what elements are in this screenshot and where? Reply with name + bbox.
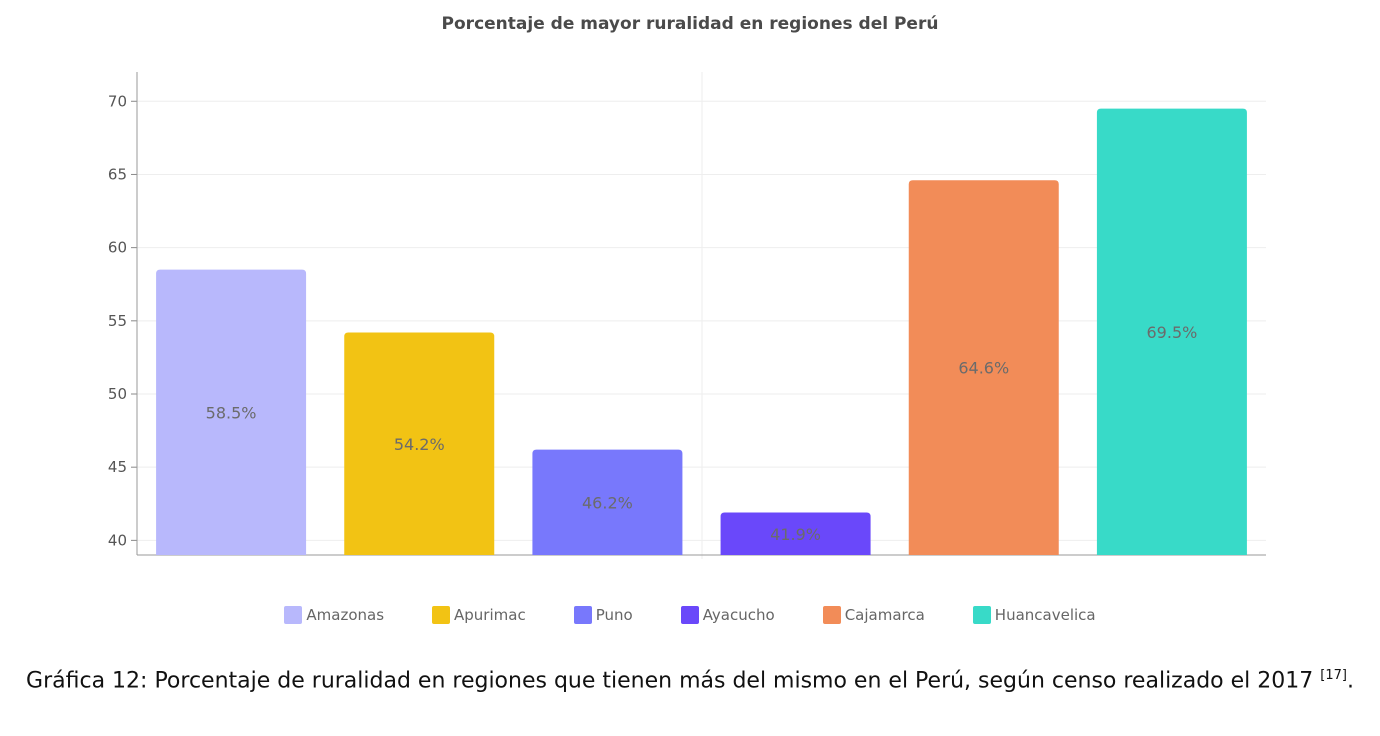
legend: Amazonas Apurimac Puno Ayacucho Cajamarca Hua… — [0, 606, 1380, 624]
legend-swatch — [284, 606, 303, 624]
legend-item-apurimac[interactable]: Apurimac — [432, 606, 526, 624]
legend-item-amazonas[interactable]: Amazonas — [284, 606, 384, 624]
caption-text: Gráfica 12: Porcentaje de ruralidad en r… — [26, 668, 1314, 694]
y-tick-label: 45 — [108, 458, 127, 476]
y-tick-label: 70 — [108, 92, 127, 110]
gridlines — [131, 72, 1266, 559]
legend-label: Puno — [595, 606, 633, 624]
legend-label: Apurimac — [454, 606, 526, 624]
legend-item-huancavelica[interactable]: Huancavelica — [972, 606, 1096, 624]
legend-swatch — [822, 606, 841, 624]
y-tick-labels: 40 45 50 55 60 65 70 — [108, 92, 127, 549]
figure-caption: Gráfica 12: Porcentaje de ruralidad en r… — [0, 660, 1380, 697]
legend-label: Amazonas — [306, 606, 385, 624]
legend-label: Ayacucho — [702, 606, 775, 624]
bar-apurimac[interactable] — [344, 332, 495, 555]
legend-label: Huancavelica — [994, 606, 1096, 624]
data-label: 69.5% — [1147, 323, 1198, 342]
bar-amazonas[interactable] — [156, 269, 307, 555]
bar-puno[interactable] — [532, 449, 683, 555]
caption-end: . — [1346, 668, 1354, 694]
bar-huancavelica[interactable] — [1096, 108, 1247, 555]
bar-cajamarca[interactable] — [908, 180, 1059, 556]
legend-item-cajamarca[interactable]: Cajamarca — [822, 606, 925, 624]
y-tick-label: 60 — [108, 239, 127, 257]
caption-reference: [17] — [1320, 668, 1347, 683]
chart-title: Porcentaje de mayor ruralidad en regione… — [441, 14, 939, 34]
data-label: 64.6% — [958, 359, 1009, 378]
legend-swatch — [573, 606, 592, 624]
legend-item-puno[interactable]: Puno — [573, 606, 633, 624]
axes — [136, 72, 1266, 556]
legend-item-ayacucho[interactable]: Ayacucho — [680, 606, 775, 624]
legend-swatch — [680, 606, 699, 624]
data-label: 41.9% — [770, 525, 821, 544]
bar-chart: 58.5% 54.2% 46.2% 41.9% 64.6% 69.5% 40 45 50 55 6… — [108, 72, 1266, 559]
legend-swatch — [432, 606, 451, 624]
y-tick-label: 50 — [108, 385, 127, 403]
y-tick-label: 40 — [108, 531, 127, 549]
y-tick-label: 65 — [108, 165, 127, 183]
bars — [156, 108, 1247, 556]
data-label: 46.2% — [582, 493, 633, 512]
data-label: 54.2% — [394, 435, 445, 454]
data-labels: 58.5% 54.2% 46.2% 41.9% 64.6% 69.5% — [206, 323, 1198, 544]
data-label: 58.5% — [206, 403, 257, 422]
legend-label: Cajamarca — [844, 606, 925, 624]
legend-swatch — [972, 606, 991, 624]
y-tick-label: 55 — [108, 312, 127, 330]
bar-ayacucho[interactable] — [720, 512, 871, 555]
